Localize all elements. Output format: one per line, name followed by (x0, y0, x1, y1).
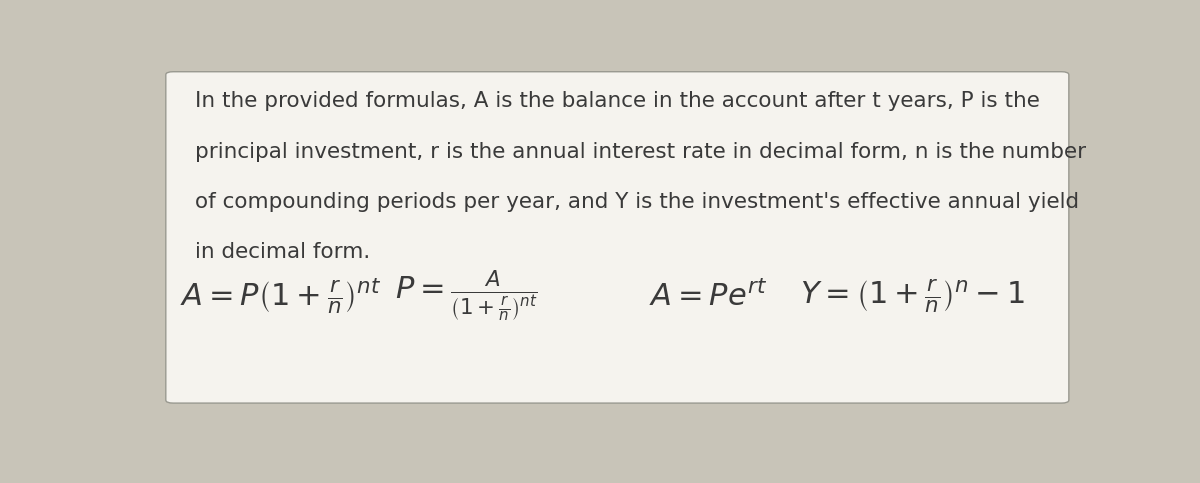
Text: $A = Pe^{rt}$: $A = Pe^{rt}$ (649, 280, 767, 312)
Text: in decimal form.: in decimal form. (194, 242, 370, 262)
Text: $P = \frac{A}{\left(1 + \frac{r}{n}\right)^{nt}}$: $P = \frac{A}{\left(1 + \frac{r}{n}\righ… (395, 269, 538, 324)
Text: $A = P\left(1 + \frac{r}{n}\right)^{nt}$: $A = P\left(1 + \frac{r}{n}\right)^{nt}$ (180, 276, 380, 316)
Text: of compounding periods per year, and Y is the investment's effective annual yiel: of compounding periods per year, and Y i… (194, 192, 1079, 212)
Text: $Y = \left(1 + \frac{r}{n}\right)^{n} - 1$: $Y = \left(1 + \frac{r}{n}\right)^{n} - … (800, 277, 1025, 315)
Text: In the provided formulas, A is the balance in the account after t years, P is th: In the provided formulas, A is the balan… (194, 91, 1039, 112)
Text: principal investment, r is the annual interest rate in decimal form, n is the nu: principal investment, r is the annual in… (194, 142, 1086, 162)
FancyBboxPatch shape (166, 71, 1069, 403)
